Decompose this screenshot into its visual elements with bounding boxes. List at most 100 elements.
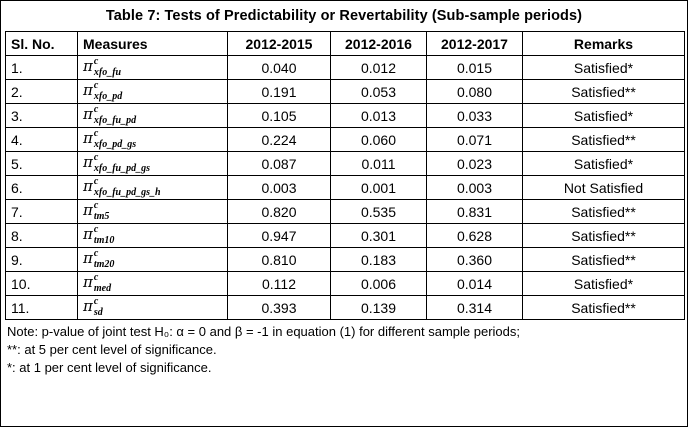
table-row: 11. π c sd 0.393 0.139 0.314 Satisfied** — [5, 295, 685, 320]
pi-symbol: π — [83, 105, 93, 124]
value-2012-2015: 0.191 — [227, 79, 331, 104]
pi-symbol: π — [83, 153, 93, 172]
measure-scripts: c tm5 — [94, 201, 110, 222]
remark-cell: Satisfied** — [522, 295, 685, 320]
remark-cell: Satisfied** — [522, 79, 685, 104]
value-2012-2017: 0.033 — [426, 103, 523, 128]
measure-subscript: tm5 — [93, 210, 110, 222]
measure-superscript: c — [93, 176, 99, 187]
measure-subscript: med — [93, 282, 112, 294]
value-2012-2015: 0.105 — [227, 103, 331, 128]
table-row: 8. π c tm10 0.947 0.301 0.628 Satisfied** — [5, 223, 685, 248]
pi-symbol: π — [83, 225, 93, 244]
remark-cell: Not Satisfied — [522, 175, 685, 200]
measure-scripts: c tm20 — [94, 249, 115, 270]
pi-symbol: π — [83, 81, 93, 100]
sl-no-cell: 11. — [5, 295, 78, 320]
remark-cell: Satisfied** — [522, 247, 685, 272]
value-2012-2016: 0.053 — [330, 79, 427, 104]
measure-superscript: c — [93, 200, 99, 211]
value-2012-2017: 0.014 — [426, 271, 523, 296]
measure-subscript: xfo_fu_pd_gs_h — [93, 186, 161, 198]
measure-scripts: c tm10 — [94, 225, 115, 246]
pi-symbol: π — [83, 177, 93, 196]
sl-no-cell: 9. — [5, 247, 78, 272]
page-title: Table 7: Tests of Predictability or Reve… — [105, 8, 583, 24]
measure-superscript: c — [93, 56, 99, 67]
table-row: 1. π c xfo_fu 0.040 0.012 0.015 Satisfied* — [5, 55, 685, 80]
sl-no-cell: 2. — [5, 79, 78, 104]
table-notes: Note: p-value of joint test H₀: α = 0 an… — [5, 320, 683, 378]
measure-subscript: sd — [93, 306, 103, 318]
value-2012-2016: 0.013 — [330, 103, 427, 128]
measure-cell: π c sd — [77, 295, 228, 320]
value-2012-2017: 0.080 — [426, 79, 523, 104]
measure-superscript: c — [93, 224, 99, 235]
measure-superscript: c — [93, 248, 99, 259]
sl-no-cell: 4. — [5, 127, 78, 152]
measure-scripts: c xfo_pd — [94, 81, 122, 102]
table-row: 2. π c xfo_pd 0.191 0.053 0.080 Satisfied*… — [5, 79, 685, 104]
remark-cell: Satisfied** — [522, 127, 685, 152]
value-2012-2015: 0.947 — [227, 223, 331, 248]
value-2012-2017: 0.015 — [426, 55, 523, 80]
sl-no-cell: 8. — [5, 223, 78, 248]
value-2012-2016: 0.012 — [330, 55, 427, 80]
measure-cell: π c xfo_fu_pd_gs_h — [77, 175, 228, 200]
pi-symbol: π — [83, 249, 93, 268]
value-2012-2016: 0.139 — [330, 295, 427, 320]
table-row: 7. π c tm5 0.820 0.535 0.831 Satisfied** — [5, 199, 685, 224]
header-measures: Measures — [77, 31, 228, 56]
header-2012-2015: 2012-2015 — [227, 31, 331, 56]
measure-scripts: c xfo_fu_pd_gs — [94, 153, 150, 174]
value-2012-2015: 0.040 — [227, 55, 331, 80]
remark-cell: Satisfied* — [522, 103, 685, 128]
measure-scripts: c xfo_fu — [94, 57, 121, 78]
measure-cell: π c xfo_fu_pd_gs — [77, 151, 228, 176]
measure-cell: π c xfo_pd — [77, 79, 228, 104]
predictability-table: Sl. No. Measures 2012-2015 2012-2016 201… — [5, 31, 685, 320]
measure-subscript: xfo_pd — [93, 90, 123, 102]
measure-scripts: c med — [94, 273, 111, 294]
value-2012-2015: 0.112 — [227, 271, 331, 296]
measure-superscript: c — [93, 128, 99, 139]
measure-cell: π c tm20 — [77, 247, 228, 272]
value-2012-2017: 0.071 — [426, 127, 523, 152]
measure-subscript: tm20 — [93, 258, 115, 270]
header-2012-2016: 2012-2016 — [330, 31, 427, 56]
note-5-percent: **: at 5 per cent level of significance. — [7, 342, 217, 358]
value-2012-2017: 0.360 — [426, 247, 523, 272]
pi-symbol: π — [83, 201, 93, 220]
pi-symbol: π — [83, 273, 93, 292]
value-2012-2016: 0.001 — [330, 175, 427, 200]
note-joint-test: Note: p-value of joint test H₀: α = 0 an… — [7, 324, 520, 339]
remark-cell: Satisfied* — [522, 55, 685, 80]
header-remarks: Remarks — [522, 31, 685, 56]
measure-cell: π c tm5 — [77, 199, 228, 224]
table-row: 6. π c xfo_fu_pd_gs_h 0.003 0.001 0.003 No… — [5, 175, 685, 200]
value-2012-2016: 0.535 — [330, 199, 427, 224]
measure-cell: π c xfo_fu — [77, 55, 228, 80]
measure-cell: π c xfo_pd_gs — [77, 127, 228, 152]
header-2012-2017: 2012-2017 — [426, 31, 523, 56]
value-2012-2016: 0.011 — [330, 151, 427, 176]
measure-superscript: c — [93, 272, 99, 283]
measure-subscript: xfo_fu_pd — [93, 114, 137, 126]
sl-no-cell: 5. — [5, 151, 78, 176]
sl-no-cell: 10. — [5, 271, 78, 296]
measure-scripts: c xfo_fu_pd_gs_h — [94, 177, 161, 198]
measure-superscript: c — [93, 80, 99, 91]
remark-cell: Satisfied* — [522, 151, 685, 176]
table-row: 3. π c xfo_fu_pd 0.105 0.013 0.033 Satisfi… — [5, 103, 685, 128]
measure-scripts: c sd — [94, 297, 103, 318]
value-2012-2015: 0.003 — [227, 175, 331, 200]
measure-cell: π c tm10 — [77, 223, 228, 248]
remark-cell: Satisfied* — [522, 271, 685, 296]
measure-cell: π c med — [77, 271, 228, 296]
table-row: 5. π c xfo_fu_pd_gs 0.087 0.011 0.023 Sati… — [5, 151, 685, 176]
table-row: 9. π c tm20 0.810 0.183 0.360 Satisfied** — [5, 247, 685, 272]
value-2012-2015: 0.087 — [227, 151, 331, 176]
table-row: 10. π c med 0.112 0.006 0.014 Satisfied* — [5, 271, 685, 296]
measure-scripts: c xfo_fu_pd — [94, 105, 136, 126]
